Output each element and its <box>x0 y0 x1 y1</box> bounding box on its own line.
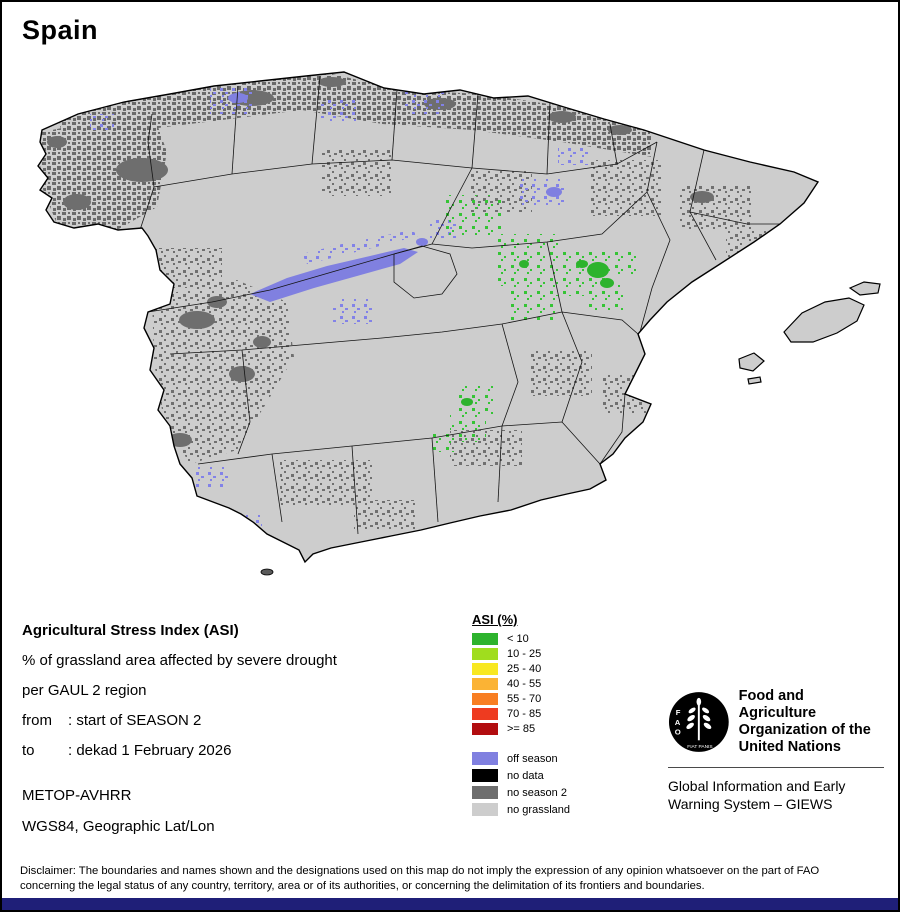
legend-label: < 10 <box>507 633 529 645</box>
legend-swatch <box>472 678 498 690</box>
legend-label: 55 - 70 <box>507 693 542 705</box>
from-value: : start of SEASON 2 <box>68 712 202 729</box>
legend-swatch <box>472 708 498 720</box>
map-speckle-layer <box>40 74 780 535</box>
gaul2-boundaries <box>139 75 780 535</box>
to-label: to <box>22 742 35 759</box>
to-value: : dekad 1 February 2026 <box>68 742 232 759</box>
legend-item: 40 - 55 <box>472 678 570 690</box>
legend-item: 10 - 25 <box>472 648 570 660</box>
svg-text:FIAT PANIS: FIAT PANIS <box>687 744 712 750</box>
svg-text:O: O <box>675 728 681 737</box>
legend-label: 25 - 40 <box>507 663 542 675</box>
legend-item: >= 85 <box>472 723 570 735</box>
legend-swatch <box>472 752 498 765</box>
legend-label: >= 85 <box>507 723 536 735</box>
legend-swatch <box>472 803 498 816</box>
projection-name: WGS84, Geographic Lat/Lon <box>22 818 215 835</box>
legend-label: 10 - 25 <box>507 648 542 660</box>
legend-swatch <box>472 769 498 782</box>
legend-swatch <box>472 633 498 645</box>
legend-label: no data <box>507 769 544 782</box>
legend-item: no data <box>472 769 570 782</box>
svg-text:A: A <box>675 718 681 727</box>
fao-divider <box>668 767 884 768</box>
legend-item: < 10 <box>472 633 570 645</box>
legend-item: 55 - 70 <box>472 693 570 705</box>
giews-label: Global Information and Early Warning Sys… <box>668 778 846 812</box>
legend-item: 70 - 85 <box>472 708 570 720</box>
asi-low-solids <box>461 260 614 406</box>
legend-item: no season 2 <box>472 786 570 799</box>
legend-label: no season 2 <box>507 786 567 799</box>
legend-swatch <box>472 663 498 675</box>
period-from: from : start of SEASON 2 <box>22 712 337 729</box>
legend-gap <box>472 738 570 752</box>
legend-item: off season <box>472 752 570 765</box>
balearic-islands <box>738 281 881 385</box>
legend-swatch <box>472 648 498 660</box>
legend-label: 40 - 55 <box>507 678 542 690</box>
disclaimer-text: Disclaimer: The boundaries and names sho… <box>20 865 820 892</box>
legend-swatch <box>472 693 498 705</box>
fao-block: F A O FIAT PANIS Food and Agriculture Or… <box>668 688 884 813</box>
legend-label: no grassland <box>507 803 570 816</box>
legend-label: 70 - 85 <box>507 708 542 720</box>
legend-swatch <box>472 723 498 735</box>
period-to: to : dekad 1 February 2026 <box>22 742 337 759</box>
fao-logo: F A O FIAT PANIS <box>668 692 729 752</box>
sensor-block: METOP-AVHRR WGS84, Geographic Lat/Lon <box>22 787 337 835</box>
fao-org-name: Food and Agriculture Organization of the… <box>738 688 871 755</box>
asi-heading: Agricultural Stress Index (ASI) <box>22 622 239 639</box>
asi-description-1: % of grassland area affected by severe d… <box>22 652 337 669</box>
spain-asi-map <box>37 71 881 576</box>
legend-item: no grassland <box>472 803 570 816</box>
legend-title: ASI (%) <box>472 612 518 627</box>
asi-description-2: per GAUL 2 region <box>22 682 147 699</box>
legend-item: 25 - 40 <box>472 663 570 675</box>
legend-swatch <box>472 786 498 799</box>
from-label: from <box>22 712 52 729</box>
sensor-name: METOP-AVHRR <box>22 787 132 804</box>
footer-bar <box>2 898 898 910</box>
small-islet <box>260 568 274 576</box>
map-info-block: Agricultural Stress Index (ASI) % of gra… <box>22 622 337 849</box>
page-title: Spain <box>22 15 99 45</box>
legend: ASI (%) < 10 10 - 25 25 - 40 40 - 55 55 … <box>472 612 570 820</box>
svg-text:F: F <box>676 708 681 717</box>
legend-label: off season <box>507 752 558 765</box>
off-season-solids <box>228 93 562 302</box>
